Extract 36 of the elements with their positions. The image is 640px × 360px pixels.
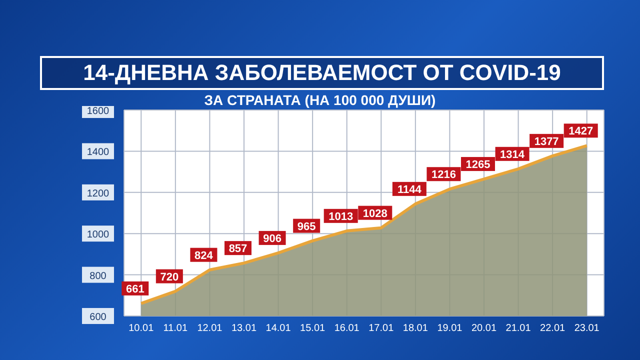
data-label: 1265 [466,159,490,172]
data-label: 965 [297,220,316,233]
x-tick-label: 19.01 [437,323,463,334]
y-tick-label: 600 [90,312,107,323]
data-label: 1427 [568,126,594,138]
chart-title: 14-ДНЕВНА ЗАБОЛЕВАЕМОСТ ОТ COVID-19 [40,56,604,90]
data-label: 1028 [362,208,388,220]
x-tick-label: 23.01 [574,323,600,334]
y-tick-label: 1200 [86,188,110,200]
x-tick-label: 18.01 [402,323,428,334]
x-tick-label: 15.01 [300,323,326,334]
x-tick-label: 20.01 [471,323,497,334]
data-label: 857 [228,243,248,256]
data-label: 824 [194,250,214,262]
data-label: 661 [126,283,144,296]
x-tick-label: 13.01 [231,323,257,334]
data-label: 906 [263,232,282,245]
chart-subtitle: ЗА СТРАНАТА (НА 100 000 ДУШИ) [204,92,436,108]
y-tick-label: 800 [90,270,107,282]
data-label: 1377 [534,136,559,148]
data-label: 1216 [431,169,456,182]
x-tick-label: 10.01 [128,323,154,334]
x-tick-label: 22.01 [540,323,566,334]
x-tick-label: 17.01 [368,323,394,334]
data-label: 1013 [328,210,354,223]
data-label: 720 [160,271,179,284]
y-tick-label: 1400 [86,147,110,158]
x-tick-label: 12.01 [197,323,223,334]
data-label: 1144 [397,184,422,196]
x-tick-label: 11.01 [163,323,188,334]
x-tick-label: 21.01 [506,323,532,334]
data-label: 1314 [500,148,526,161]
x-tick-label: 16.01 [334,323,360,334]
y-tick-label: 1000 [86,230,110,241]
x-tick-label: 14.01 [266,323,292,334]
y-tick-label: 1600 [86,106,110,117]
